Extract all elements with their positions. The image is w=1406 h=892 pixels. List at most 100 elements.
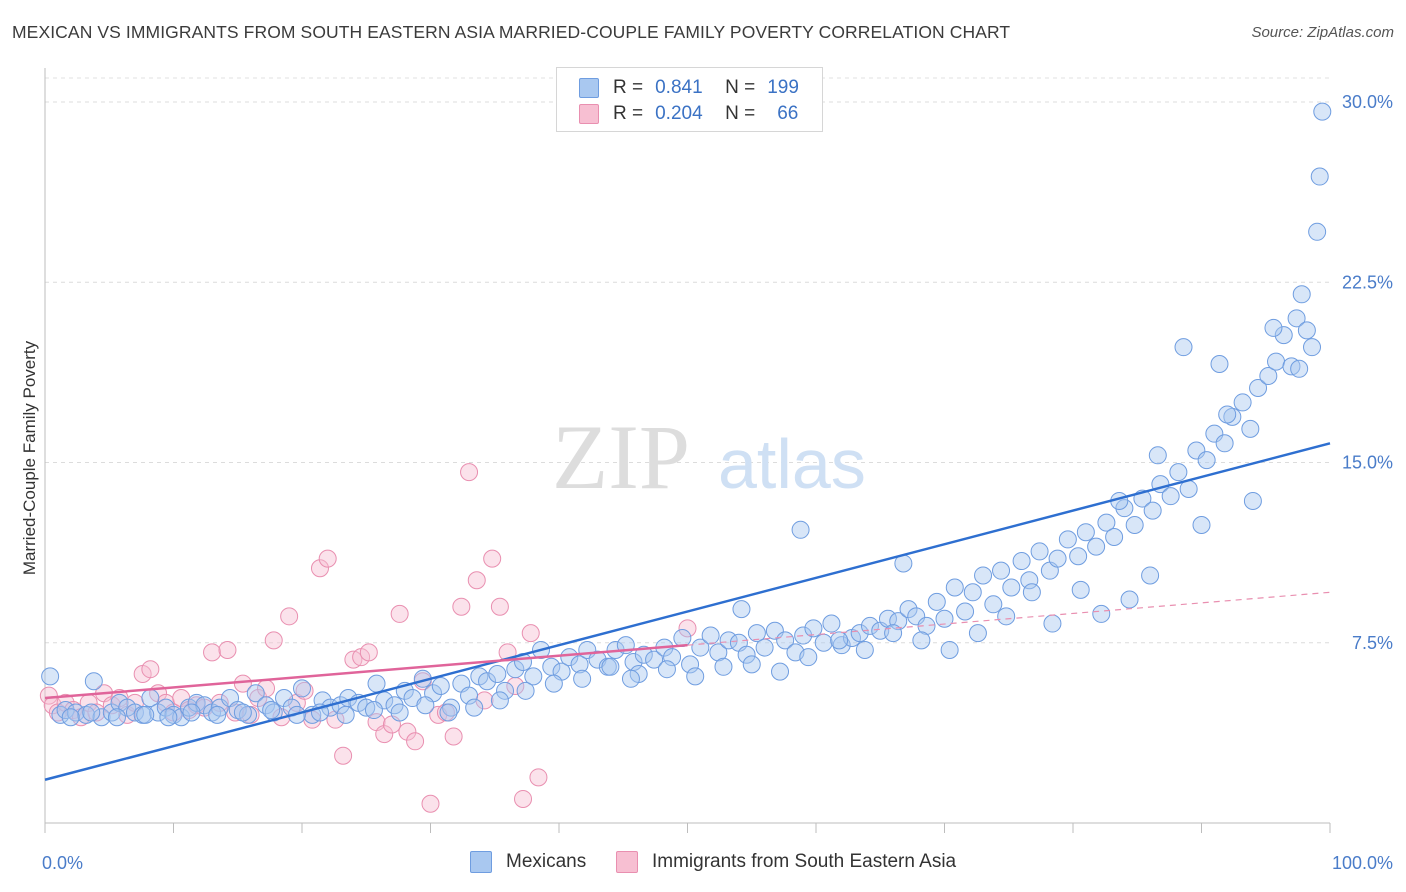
data-point-mexicans — [1020, 571, 1039, 590]
data-point-mexicans — [737, 645, 756, 664]
bottom-legend: Mexicans Immigrants from South Eastern A… — [0, 851, 1406, 877]
data-point-mexicans — [1043, 614, 1062, 633]
bottom-legend-label: Immigrants from South Eastern Asia — [652, 851, 957, 872]
legend-row-mexicans: R = 0.841 N = 199 — [579, 76, 799, 100]
data-point-mexicans — [974, 566, 993, 585]
y-tick-labels: 7.5% 15.0% 22.5% 30.0% — [1342, 92, 1393, 653]
data-point-immigrants — [375, 725, 394, 744]
data-point-immigrants — [406, 732, 425, 751]
data-point-mexicans — [1141, 566, 1160, 585]
data-point-mexicans — [691, 638, 710, 657]
data-point-mexicans — [984, 595, 1003, 614]
data-point-immigrants — [264, 631, 283, 650]
data-point-immigrants — [390, 604, 409, 623]
data-point-mexicans — [159, 708, 178, 727]
data-point-mexicans — [1174, 338, 1193, 357]
legend-r-label: R = — [613, 103, 644, 124]
data-point-mexicans — [657, 660, 676, 679]
data-point-mexicans — [1148, 446, 1167, 465]
data-point-mexicans — [814, 633, 833, 652]
data-point-immigrants — [326, 710, 345, 729]
data-point-mexicans — [465, 698, 484, 717]
bottom-legend-immigrants[interactable]: Immigrants from South Eastern Asia — [616, 851, 956, 873]
x-tick-labels: 0.0% 100.0% — [42, 853, 1393, 873]
legend-swatch-mexicans — [579, 78, 599, 98]
data-point-mexicans — [663, 648, 682, 667]
data-point-immigrants — [483, 549, 502, 568]
trend-line-mexicans — [44, 442, 1331, 781]
data-point-mexicans — [1120, 590, 1139, 609]
data-point-mexicans — [747, 624, 766, 643]
data-point-mexicans — [1218, 405, 1237, 424]
data-point-mexicans — [621, 669, 640, 688]
series-immigrants-points — [39, 463, 697, 813]
data-point-mexicans — [794, 626, 813, 645]
source-label: Source: ZipAtlas.com — [1251, 24, 1394, 41]
data-point-mexicans — [1264, 318, 1283, 337]
data-point-immigrants — [39, 686, 58, 705]
data-point-immigrants — [141, 660, 160, 679]
data-point-mexicans — [506, 660, 525, 679]
data-point-mexicans — [673, 628, 692, 647]
data-point-immigrants — [678, 619, 697, 638]
data-point-mexicans — [855, 640, 874, 659]
data-point-immigrants — [203, 643, 222, 662]
data-point-mexicans — [1233, 393, 1252, 412]
data-point-mexicans — [1292, 285, 1311, 304]
data-point-mexicans — [136, 705, 155, 724]
data-point-mexicans — [172, 708, 191, 727]
bottom-legend-mexicans[interactable]: Mexicans — [470, 851, 586, 873]
data-point-mexicans — [1192, 516, 1211, 534]
data-point-immigrants — [529, 768, 548, 787]
y-axis-label: Married-Couple Family Poverty — [20, 340, 39, 575]
data-point-mexicans — [997, 607, 1016, 626]
data-point-mexicans — [390, 703, 409, 722]
data-point-mexicans — [570, 655, 589, 674]
data-point-mexicans — [262, 701, 281, 720]
y-tick-label: 15.0% — [1342, 453, 1393, 473]
data-point-mexicans — [1069, 547, 1088, 566]
data-point-mexicans — [107, 708, 126, 727]
data-point-mexicans — [460, 686, 479, 705]
data-point-mexicans — [645, 650, 664, 669]
bottom-legend-label: Mexicans — [506, 851, 587, 872]
data-point-mexicans — [524, 667, 543, 686]
data-point-mexicans — [776, 631, 795, 650]
data-point-mexicans — [478, 672, 497, 691]
x-tick-label: 100.0% — [1332, 853, 1393, 873]
legend: R = 0.841 N = 199 R = 0.204 N = 66 — [556, 67, 823, 132]
data-point-mexicans — [1223, 407, 1242, 426]
bottom-legend-swatch-immigrants — [616, 851, 638, 873]
data-point-immigrants — [398, 722, 417, 741]
data-point-mexicans — [239, 705, 258, 724]
legend-row-immigrants: R = 0.204 N = 66 — [579, 102, 798, 126]
data-point-immigrants — [280, 607, 299, 626]
data-point-mexicans — [41, 667, 60, 686]
data-point-immigrants — [444, 727, 463, 746]
data-point-mexicans — [1092, 604, 1111, 623]
data-point-mexicans — [830, 631, 849, 650]
data-point-mexicans — [940, 640, 959, 659]
data-point-mexicans — [927, 592, 946, 611]
data-point-immigrants — [460, 463, 479, 482]
data-point-mexicans — [233, 703, 252, 722]
data-point-mexicans — [1097, 513, 1116, 532]
data-point-mexicans — [1058, 530, 1077, 549]
data-point-mexicans — [1022, 583, 1041, 602]
data-point-mexicans — [560, 648, 579, 667]
data-point-mexicans — [61, 708, 80, 727]
data-point-mexicans — [791, 520, 810, 539]
data-point-mexicans — [293, 679, 311, 698]
data-point-mexicans — [1071, 580, 1090, 599]
data-point-mexicans — [832, 636, 851, 655]
data-point-mexicans — [1048, 549, 1067, 568]
y-tick-label: 30.0% — [1342, 92, 1393, 112]
data-point-mexicans — [945, 578, 964, 597]
trend-line-immigrants — [44, 643, 688, 700]
data-point-mexicans — [246, 684, 265, 703]
data-point-mexicans — [1169, 463, 1188, 482]
data-point-immigrants — [318, 549, 337, 568]
data-point-mexicans — [1249, 379, 1268, 398]
legend-n-value: 66 — [777, 103, 799, 124]
